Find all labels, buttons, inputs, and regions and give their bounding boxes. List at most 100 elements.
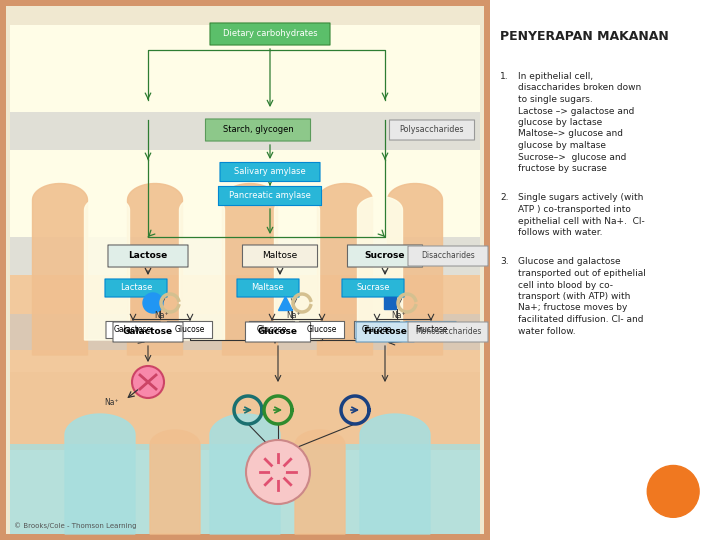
Bar: [10, 275, 480, 450]
Text: Lactose: Lactose: [128, 252, 168, 260]
Bar: [10, 25, 480, 372]
Text: transported out of epithelial: transported out of epithelial: [518, 269, 646, 278]
FancyBboxPatch shape: [250, 321, 294, 339]
FancyBboxPatch shape: [168, 321, 212, 339]
FancyBboxPatch shape: [406, 321, 456, 339]
Text: Galactose: Galactose: [123, 327, 173, 336]
FancyBboxPatch shape: [210, 23, 330, 45]
Circle shape: [132, 366, 164, 398]
Text: 2.: 2.: [500, 193, 508, 202]
Text: Maltase: Maltase: [251, 284, 284, 293]
Text: Na+; fructose moves by: Na+; fructose moves by: [518, 303, 627, 313]
Text: Single sugars actively (with: Single sugars actively (with: [518, 193, 644, 202]
Text: to single sugars.: to single sugars.: [518, 95, 593, 104]
Text: Glucose and galactose: Glucose and galactose: [518, 258, 621, 267]
Text: epithelial cell with Na+.  Cl-: epithelial cell with Na+. Cl-: [518, 217, 644, 226]
Polygon shape: [179, 197, 225, 340]
Polygon shape: [210, 414, 280, 534]
Polygon shape: [84, 197, 130, 340]
FancyBboxPatch shape: [237, 279, 299, 297]
Text: follows with water.: follows with water.: [518, 228, 603, 237]
FancyBboxPatch shape: [105, 279, 167, 297]
Polygon shape: [150, 430, 200, 534]
Circle shape: [647, 465, 699, 517]
Polygon shape: [65, 414, 135, 534]
Text: Dietary carbohydrates: Dietary carbohydrates: [222, 30, 318, 38]
Text: 1.: 1.: [500, 72, 508, 81]
FancyBboxPatch shape: [205, 119, 310, 141]
Text: Glucose: Glucose: [175, 326, 205, 334]
Text: Lactase: Lactase: [120, 284, 152, 293]
Text: Maltose–> glucose and: Maltose–> glucose and: [518, 130, 623, 138]
Polygon shape: [295, 430, 345, 534]
Bar: [6, 6, 484, 534]
Text: facilitated diffusion. Cl- and: facilitated diffusion. Cl- and: [518, 315, 644, 324]
Bar: [10, 237, 480, 275]
FancyBboxPatch shape: [246, 322, 310, 342]
FancyBboxPatch shape: [342, 279, 404, 297]
Text: water follow.: water follow.: [518, 327, 575, 335]
Circle shape: [246, 440, 310, 504]
Polygon shape: [274, 197, 320, 340]
Text: Glucose: Glucose: [362, 326, 392, 334]
Bar: [10, 112, 480, 150]
Text: Salivary amylase: Salivary amylase: [234, 167, 306, 177]
Text: Glucose: Glucose: [257, 326, 287, 334]
Bar: [10, 314, 480, 350]
Text: Pancreatic amylase: Pancreatic amylase: [229, 192, 311, 200]
FancyBboxPatch shape: [408, 322, 488, 342]
FancyBboxPatch shape: [348, 245, 423, 267]
FancyBboxPatch shape: [390, 120, 474, 140]
Text: disaccharides broken down: disaccharides broken down: [518, 84, 642, 92]
Text: Na⁺: Na⁺: [104, 398, 120, 407]
Text: Sucrose–>  glucose and: Sucrose–> glucose and: [518, 152, 626, 161]
Text: Sucrose: Sucrose: [365, 252, 405, 260]
Text: glucose by maltase: glucose by maltase: [518, 141, 606, 150]
Circle shape: [270, 464, 286, 480]
Polygon shape: [318, 184, 372, 355]
Text: Fructose: Fructose: [363, 327, 407, 336]
Text: ATP ) co-transported into: ATP ) co-transported into: [518, 205, 631, 214]
Text: Disaccharides: Disaccharides: [421, 252, 475, 260]
Text: Maltose: Maltose: [262, 252, 297, 260]
Polygon shape: [222, 184, 277, 355]
Text: glucose by lactase: glucose by lactase: [518, 118, 602, 127]
Polygon shape: [360, 414, 430, 534]
FancyBboxPatch shape: [218, 186, 322, 206]
FancyBboxPatch shape: [354, 321, 400, 339]
Text: In epithelial cell,: In epithelial cell,: [518, 72, 593, 81]
Text: Na⁺: Na⁺: [287, 312, 301, 321]
FancyBboxPatch shape: [356, 322, 414, 342]
Text: Glucose: Glucose: [258, 327, 298, 336]
FancyBboxPatch shape: [243, 245, 318, 267]
Text: Na⁺: Na⁺: [155, 312, 169, 321]
Polygon shape: [358, 197, 402, 340]
Bar: [10, 444, 480, 534]
Text: transport (with ATP) with: transport (with ATP) with: [518, 292, 631, 301]
Text: Lactose –> galactose and: Lactose –> galactose and: [518, 106, 634, 116]
FancyBboxPatch shape: [106, 321, 160, 339]
Text: Starch, glycogen: Starch, glycogen: [222, 125, 293, 134]
Bar: [490, 0, 720, 540]
FancyBboxPatch shape: [300, 321, 344, 339]
FancyBboxPatch shape: [408, 246, 488, 266]
Text: Polysaccharides: Polysaccharides: [400, 125, 464, 134]
Text: cell into blood by co-: cell into blood by co-: [518, 280, 613, 289]
Text: Sucrase: Sucrase: [356, 284, 390, 293]
Text: Na⁺: Na⁺: [392, 312, 406, 321]
Text: Galactose: Galactose: [114, 326, 152, 334]
Text: 3.: 3.: [500, 258, 508, 267]
Polygon shape: [127, 184, 182, 355]
FancyBboxPatch shape: [113, 322, 183, 342]
Text: PENYERAPAN MAKANAN: PENYERAPAN MAKANAN: [500, 30, 669, 43]
FancyBboxPatch shape: [108, 245, 188, 267]
Polygon shape: [387, 184, 443, 355]
Text: © Brooks/Cole - Thomson Learning: © Brooks/Cole - Thomson Learning: [14, 523, 137, 529]
Text: fructose by sucrase: fructose by sucrase: [518, 164, 607, 173]
Circle shape: [143, 293, 163, 313]
FancyBboxPatch shape: [220, 163, 320, 181]
Text: Glucose: Glucose: [307, 326, 337, 334]
Polygon shape: [32, 184, 88, 355]
Text: Monosaccharides: Monosaccharides: [415, 327, 481, 336]
Text: Fructose: Fructose: [415, 326, 447, 334]
